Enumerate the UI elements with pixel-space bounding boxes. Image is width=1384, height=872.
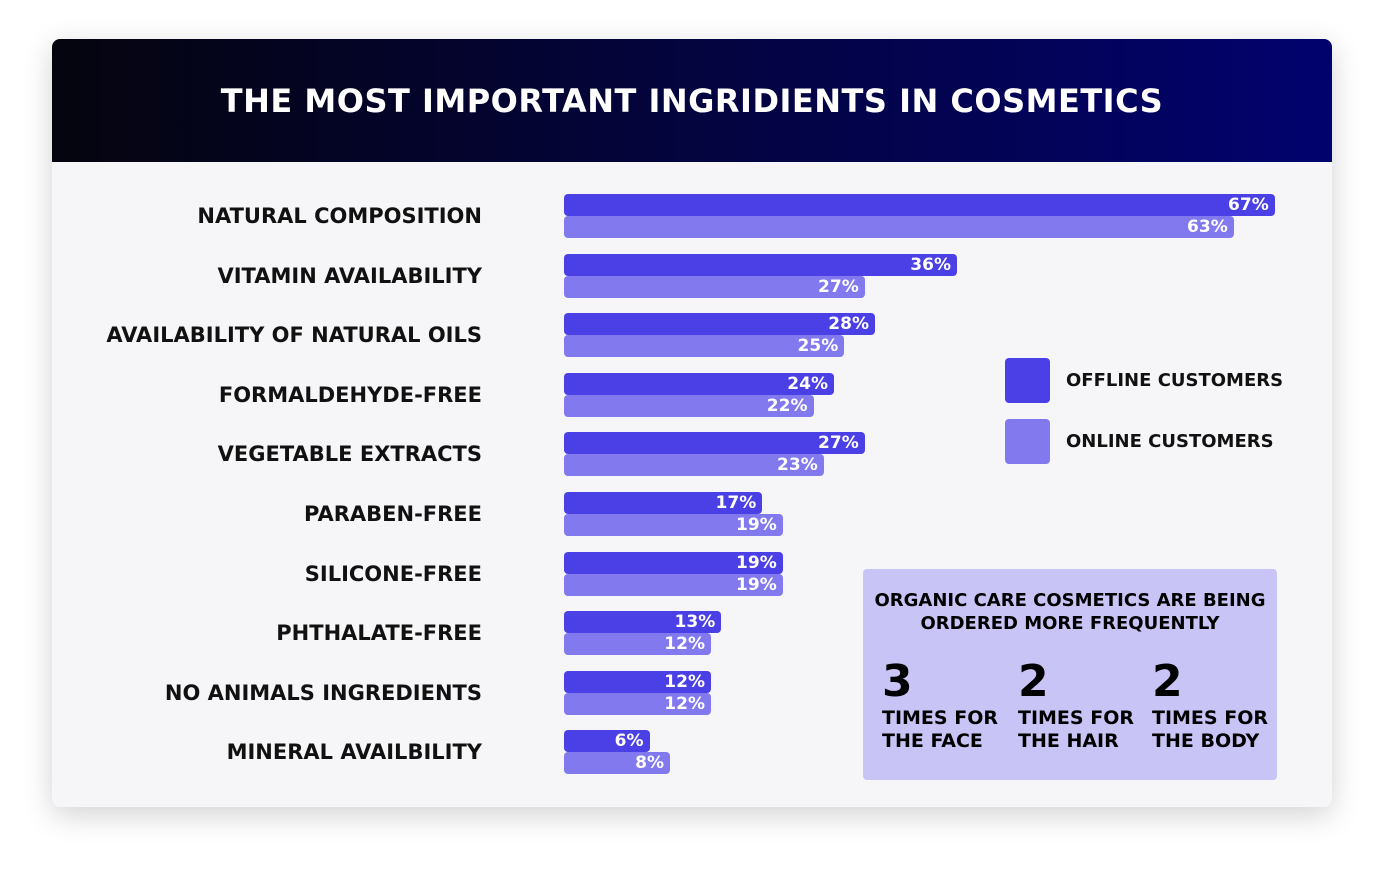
data-label: 25% [797, 336, 839, 357]
category-label: VEGETABLE EXTRACTS [217, 442, 482, 467]
data-label: 67% [1228, 195, 1269, 215]
stat-value: 3 [882, 656, 913, 707]
category-label: PARABEN-FREE [304, 502, 482, 526]
stat-body: 2 TIMES FOR THE BODY [1152, 657, 1268, 753]
data-label: 19% [736, 574, 777, 595]
data-label: 12% [664, 634, 705, 655]
stat-label: TIMES FOR THE FACE [882, 707, 998, 752]
category-label: VITAMIN AVAILABILITY [217, 263, 482, 288]
stat-value: 2 [1018, 656, 1049, 707]
bar-online: 22% [564, 394, 814, 417]
data-label: 12% [664, 671, 705, 692]
data-label: 19% [736, 515, 777, 535]
stat-label: TIMES FOR THE HAIR [1018, 707, 1134, 752]
category-label: FORMALDEHYDE-FREE [218, 382, 482, 407]
bar-online: 8% [564, 752, 670, 775]
category-label: NATURAL COMPOSITION [197, 204, 482, 228]
legend-online: ONLINE CUSTOMERS [1005, 419, 1274, 464]
legend-label-offline: OFFLINE CUSTOMERS [1066, 370, 1284, 391]
category-label: PHTHALATE-FREE [276, 621, 482, 646]
legend-label-online: ONLINE CUSTOMERS [1066, 431, 1274, 452]
stat-label: TIMES FOR THE BODY [1152, 707, 1268, 752]
bar-offline: 24% [564, 372, 834, 395]
category-label: NO ANIMALS INGREDIENTS [164, 680, 482, 705]
bar-online: 19% [564, 514, 783, 536]
data-label: 17% [715, 493, 757, 513]
data-label: 8% [635, 753, 664, 774]
data-label: 13% [674, 612, 716, 633]
bar-offline: 28% [564, 313, 875, 336]
data-label: 23% [777, 455, 818, 476]
stat-face: 3 TIMES FOR THE FACE [882, 657, 998, 753]
bar-online: 23% [564, 454, 824, 477]
data-label: 12% [664, 693, 705, 714]
bar-online: 27% [564, 275, 865, 298]
chart-title: THE MOST IMPORTANT INGRIDIENTS IN COSMET… [220, 81, 1164, 120]
bar-offline: 13% [564, 611, 722, 634]
legend-swatch-offline [1005, 358, 1050, 403]
category-label: MINERAL AVAILBILITY [226, 740, 482, 765]
infographic-card: THE MOST IMPORTANT INGRIDIENTS IN COSMET… [52, 39, 1332, 807]
bar-online: 12% [564, 692, 711, 715]
data-label: 19% [736, 552, 777, 573]
category-label: AVAILABILITY OF NATURAL OILS [106, 323, 482, 348]
bar-online: 19% [564, 573, 783, 596]
category-label: SILICONE-FREE [304, 561, 482, 586]
callout-box: ORGANIC CARE COSMETICS ARE BEING ORDERED… [863, 569, 1277, 780]
stat-value: 2 [1152, 656, 1183, 707]
data-label: 27% [818, 433, 859, 454]
data-label: 24% [787, 373, 828, 394]
bar-offline: 12% [564, 670, 711, 693]
bar-offline: 19% [564, 551, 783, 574]
bar-online: 12% [564, 633, 711, 656]
bar-offline: 36% [564, 253, 957, 276]
bar-offline: 6% [564, 730, 650, 753]
bar-online: 25% [564, 335, 845, 358]
stat-hair: 2 TIMES FOR THE HAIR [1018, 657, 1134, 753]
legend-offline: OFFLINE CUSTOMERS [1005, 358, 1283, 403]
bar-offline: 27% [564, 432, 865, 455]
bar-offline: 17% [564, 492, 763, 514]
data-label: 6% [614, 731, 644, 752]
data-label: 22% [766, 395, 808, 416]
bar-offline: 67% [564, 194, 1275, 216]
data-label: 28% [828, 314, 869, 335]
header: THE MOST IMPORTANT INGRIDIENTS IN COSMET… [52, 39, 1332, 162]
callout-title: ORGANIC CARE COSMETICS ARE BEING ORDERED… [874, 590, 1266, 634]
data-label: 27% [818, 276, 859, 297]
legend-swatch-online [1005, 419, 1050, 464]
bar-online: 63% [564, 216, 1234, 238]
data-label: 36% [910, 254, 951, 275]
data-label: 63% [1187, 217, 1228, 237]
